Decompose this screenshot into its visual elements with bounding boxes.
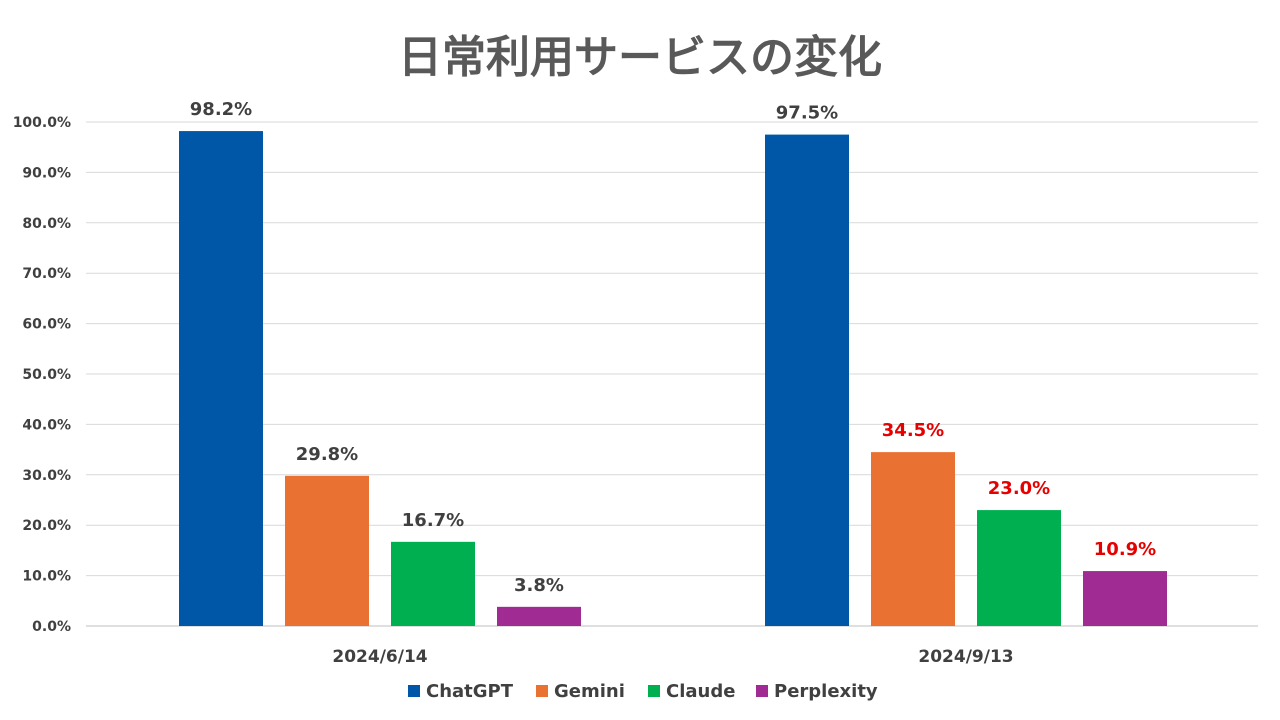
- legend: ChatGPT Gemini Claude Perplexity: [408, 681, 878, 702]
- bar-chatgpt-2: [765, 134, 849, 626]
- data-label: 3.8%: [514, 575, 564, 596]
- y-tick-label: 80.0%: [22, 216, 71, 232]
- y-tick-label: 20.0%: [22, 518, 71, 534]
- chart-title: 日常利用サービスの変化: [398, 32, 882, 83]
- bar-claude-1: [391, 541, 475, 626]
- bar-chatgpt-1: [179, 131, 263, 626]
- y-tick-label: 90.0%: [22, 165, 71, 181]
- data-label: 23.0%: [988, 478, 1050, 499]
- data-label: 97.5%: [776, 103, 838, 124]
- bar-perplexity-2: [1083, 571, 1167, 626]
- y-tick-label: 0.0%: [32, 619, 71, 635]
- y-tick-label: 70.0%: [22, 266, 71, 282]
- y-tick-label: 100.0%: [13, 115, 71, 131]
- x-category-label: 2024/9/13: [918, 647, 1013, 667]
- gridlines: [86, 121, 1258, 627]
- legend-label: Perplexity: [774, 681, 878, 702]
- bar-claude-2: [977, 510, 1061, 626]
- data-label: 16.7%: [402, 510, 464, 531]
- legend-swatch: [408, 685, 420, 697]
- bar-gemini-1: [285, 475, 369, 626]
- y-tick-label: 10.0%: [22, 569, 71, 585]
- legend-swatch: [648, 685, 660, 697]
- data-label: 29.8%: [296, 444, 358, 465]
- x-axis-categories: 2024/6/14 2024/9/13: [332, 647, 1013, 667]
- legend-label: ChatGPT: [426, 681, 514, 702]
- legend-label: Claude: [666, 681, 735, 702]
- data-label: 34.5%: [882, 420, 944, 441]
- y-tick-label: 30.0%: [22, 468, 71, 484]
- data-label: 10.9%: [1094, 539, 1156, 560]
- data-labels: 98.2% 29.8% 16.7% 3.8% 97.5% 34.5% 23.0% 10.9%: [190, 99, 1156, 596]
- bar-gemini-2: [871, 452, 955, 626]
- bar-perplexity-1: [497, 606, 581, 626]
- y-axis-ticks: 0.0% 10.0% 20.0% 30.0% 40.0% 50.0% 60.0% 70.0% 8…: [13, 115, 71, 635]
- data-label: 98.2%: [190, 99, 252, 120]
- bars: [179, 131, 1167, 626]
- legend-label: Gemini: [554, 681, 625, 702]
- y-tick-label: 40.0%: [22, 417, 71, 433]
- legend-swatch: [756, 685, 768, 697]
- x-category-label: 2024/6/14: [332, 647, 427, 667]
- y-tick-label: 50.0%: [22, 367, 71, 383]
- legend-swatch: [536, 685, 548, 697]
- y-tick-label: 60.0%: [22, 317, 71, 333]
